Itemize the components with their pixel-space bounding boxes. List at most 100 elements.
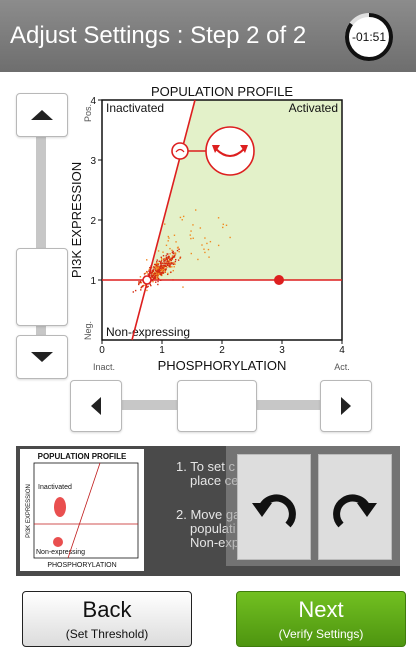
data-point — [157, 283, 159, 286]
data-point — [173, 256, 175, 258]
arrow-down-icon — [31, 352, 53, 362]
data-point — [169, 265, 172, 267]
data-point — [169, 259, 171, 261]
data-point — [152, 270, 154, 273]
data-point — [217, 244, 220, 247]
rotate-callout-bubble — [205, 126, 255, 176]
data-point — [174, 263, 176, 265]
rotate-arrowhead-right-icon — [240, 145, 248, 153]
data-point — [194, 209, 197, 211]
data-point — [171, 262, 174, 264]
data-point — [152, 269, 154, 271]
data-point — [152, 274, 155, 277]
data-point — [157, 278, 160, 280]
data-point — [155, 262, 158, 265]
x-end-label-high: Act. — [334, 362, 350, 372]
data-point — [134, 289, 137, 292]
data-point — [174, 258, 177, 261]
vertical-slider-track[interactable] — [36, 135, 46, 340]
data-point — [168, 264, 171, 266]
data-point — [222, 226, 224, 229]
data-point — [161, 270, 163, 272]
timer-value: -01:51 — [351, 30, 387, 44]
data-point — [161, 262, 163, 264]
data-point — [175, 241, 177, 243]
threshold-handle[interactable] — [274, 275, 284, 285]
rotate-clockwise-button[interactable] — [318, 454, 392, 560]
data-point — [163, 258, 165, 260]
data-point — [144, 272, 147, 275]
move-right-button[interactable] — [320, 380, 372, 432]
data-point — [164, 270, 166, 273]
data-point — [157, 250, 160, 252]
data-point — [160, 257, 163, 260]
data-point — [147, 273, 149, 275]
data-point — [151, 274, 153, 276]
rotate-counterclockwise-button[interactable] — [237, 454, 311, 560]
data-point — [153, 268, 155, 270]
mini-chart-title: POPULATION PROFILE — [38, 452, 127, 461]
data-point — [165, 265, 168, 267]
data-point — [153, 266, 156, 269]
data-point — [138, 281, 140, 283]
data-point — [139, 280, 142, 283]
rotate-cw-icon — [333, 494, 377, 528]
vertical-slider-thumb[interactable] — [16, 248, 68, 326]
data-point — [155, 269, 157, 272]
move-down-button[interactable] — [16, 335, 68, 379]
data-point — [167, 260, 170, 262]
data-point — [171, 255, 174, 257]
data-point — [165, 268, 167, 271]
data-point — [162, 267, 164, 270]
gate-intersection-handle[interactable] — [142, 275, 152, 285]
data-point — [171, 251, 174, 254]
data-point — [159, 272, 161, 274]
next-button-label: Next — [298, 597, 344, 622]
rotate-handle[interactable] — [171, 142, 189, 160]
data-point — [160, 256, 163, 259]
data-point — [157, 267, 159, 270]
population-profile-chart: POPULATION PROFILE Inactivated Activated… — [69, 84, 350, 373]
data-point — [157, 271, 160, 273]
data-point — [176, 249, 179, 252]
data-point — [150, 284, 152, 287]
data-point — [173, 261, 175, 264]
data-point — [150, 276, 153, 278]
data-point — [148, 270, 150, 272]
horizontal-slider-thumb[interactable] — [177, 380, 257, 432]
next-button[interactable]: Next (Verify Settings) — [236, 591, 406, 647]
data-point — [159, 273, 162, 275]
data-point — [208, 256, 210, 258]
data-point — [151, 272, 153, 274]
data-point — [190, 252, 192, 255]
data-point — [146, 259, 148, 261]
y-tick-label: 2 — [90, 216, 96, 227]
data-point — [222, 223, 224, 226]
mini-y-axis-label: PI3K EXPRESSION — [26, 484, 32, 538]
data-point — [139, 281, 142, 284]
data-point — [158, 273, 160, 275]
data-point — [170, 263, 172, 265]
data-point — [171, 266, 173, 268]
data-point — [149, 266, 151, 269]
data-point — [173, 234, 176, 236]
data-point — [204, 237, 206, 239]
data-point — [201, 244, 203, 246]
back-button[interactable]: Back (Set Threshold) — [22, 591, 192, 647]
rotate-arrow-icon — [215, 148, 245, 157]
move-left-button[interactable] — [70, 380, 122, 432]
data-point — [159, 261, 162, 263]
data-point — [140, 281, 143, 284]
data-point — [165, 244, 168, 247]
data-point — [159, 269, 162, 272]
x-axis-label: PHOSPHORYLATION — [158, 358, 287, 373]
arrow-left-icon — [91, 397, 101, 415]
data-point — [155, 268, 157, 271]
move-up-button[interactable] — [16, 93, 68, 137]
data-point — [146, 286, 148, 288]
data-point — [165, 255, 167, 257]
rotate-arrowhead-left-icon — [212, 145, 220, 153]
back-button-sublabel: (Set Threshold) — [65, 627, 149, 641]
data-point — [156, 274, 158, 276]
data-point — [182, 286, 184, 288]
